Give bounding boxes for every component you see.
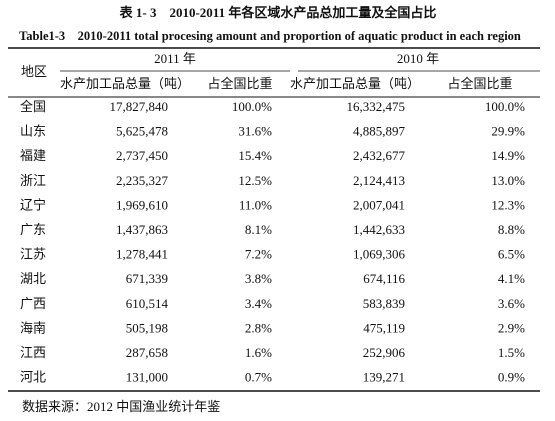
value-cell: 2.8%	[245, 320, 272, 335]
source: 数据来源：2012 中国渔业统计年鉴	[22, 399, 220, 414]
column-header: 水产加工品总量（吨）	[290, 76, 420, 91]
region-cell: 海南	[20, 320, 46, 335]
value-cell: 1,969,610	[116, 197, 168, 212]
value-cell: 3.6%	[498, 296, 525, 311]
region-cell: 广西	[20, 296, 46, 311]
value-cell: 475,119	[363, 320, 405, 335]
column-header: 水产加工品总量（吨）	[60, 76, 190, 91]
region-cell: 河北	[20, 370, 46, 385]
value-cell: 0.7%	[245, 370, 272, 385]
column-header: 占全国比重	[447, 76, 512, 91]
value-cell: 0.9%	[498, 370, 525, 385]
year-header: 2011 年	[154, 51, 196, 66]
region-cell: 辽宁	[20, 197, 46, 212]
value-cell: 1,278,441	[116, 247, 168, 262]
value-cell: 100.0%	[485, 99, 525, 114]
region-cell: 福建	[20, 148, 46, 163]
value-cell: 3.4%	[245, 296, 272, 311]
region-cell: 江西	[20, 345, 46, 360]
value-cell: 2.9%	[498, 320, 525, 335]
year-header: 2010 年	[397, 51, 439, 66]
value-cell: 1.5%	[498, 345, 525, 360]
region-cell: 浙江	[20, 173, 46, 188]
value-cell: 6.5%	[498, 247, 525, 262]
region-cell: 江苏	[20, 247, 46, 262]
value-cell: 12.3%	[491, 197, 525, 212]
value-cell: 2,432,677	[353, 148, 406, 163]
value-cell: 8.8%	[498, 222, 525, 237]
region-cell: 山东	[20, 124, 46, 139]
value-cell: 1,437,863	[116, 222, 168, 237]
value-cell: 1.6%	[245, 345, 272, 360]
value-cell: 12.5%	[238, 173, 272, 188]
value-cell: 14.9%	[491, 148, 525, 163]
value-cell: 610,514	[126, 296, 169, 311]
value-cell: 583,839	[363, 296, 405, 311]
value-cell: 3.8%	[245, 271, 272, 286]
value-cell: 2,737,450	[116, 148, 168, 163]
value-cell: 31.6%	[238, 124, 272, 139]
subtitle: Table1-3 2010-2011 total procesing amoun…	[19, 29, 521, 43]
value-cell: 2,235,327	[116, 173, 169, 188]
region-cell: 全国	[20, 99, 46, 114]
value-cell: 17,827,840	[110, 99, 169, 114]
value-cell: 4,885,897	[353, 124, 406, 139]
value-cell: 1,069,306	[353, 247, 406, 262]
value-cell: 2,007,041	[353, 197, 405, 212]
value-cell: 1,442,633	[353, 222, 405, 237]
value-cell: 11.0%	[239, 197, 272, 212]
value-cell: 15.4%	[238, 148, 272, 163]
value-cell: 100.0%	[232, 99, 272, 114]
column-header: 占全国比重	[207, 76, 272, 91]
value-cell: 2,124,413	[353, 173, 405, 188]
value-cell: 13.0%	[491, 173, 525, 188]
value-cell: 671,339	[126, 271, 168, 286]
value-cell: 287,658	[126, 345, 168, 360]
value-cell: 674,116	[363, 271, 405, 286]
value-cell: 131,000	[126, 370, 168, 385]
value-cell: 505,198	[126, 320, 168, 335]
value-cell: 4.1%	[498, 271, 525, 286]
region-cell: 广东	[20, 222, 46, 237]
value-cell: 252,906	[363, 345, 406, 360]
value-cell: 29.9%	[491, 124, 525, 139]
value-cell: 8.1%	[245, 222, 272, 237]
value-cell: 16,332,475	[347, 99, 406, 114]
region-cell: 湖北	[20, 271, 46, 286]
value-cell: 5,625,478	[116, 124, 168, 139]
value-cell: 7.2%	[245, 247, 272, 262]
region-header: 地区	[21, 64, 47, 79]
title: 表 1- 3 2010-2011 年各区域水产品总加工量及全国占比	[119, 5, 437, 20]
value-cell: 139,271	[363, 370, 405, 385]
